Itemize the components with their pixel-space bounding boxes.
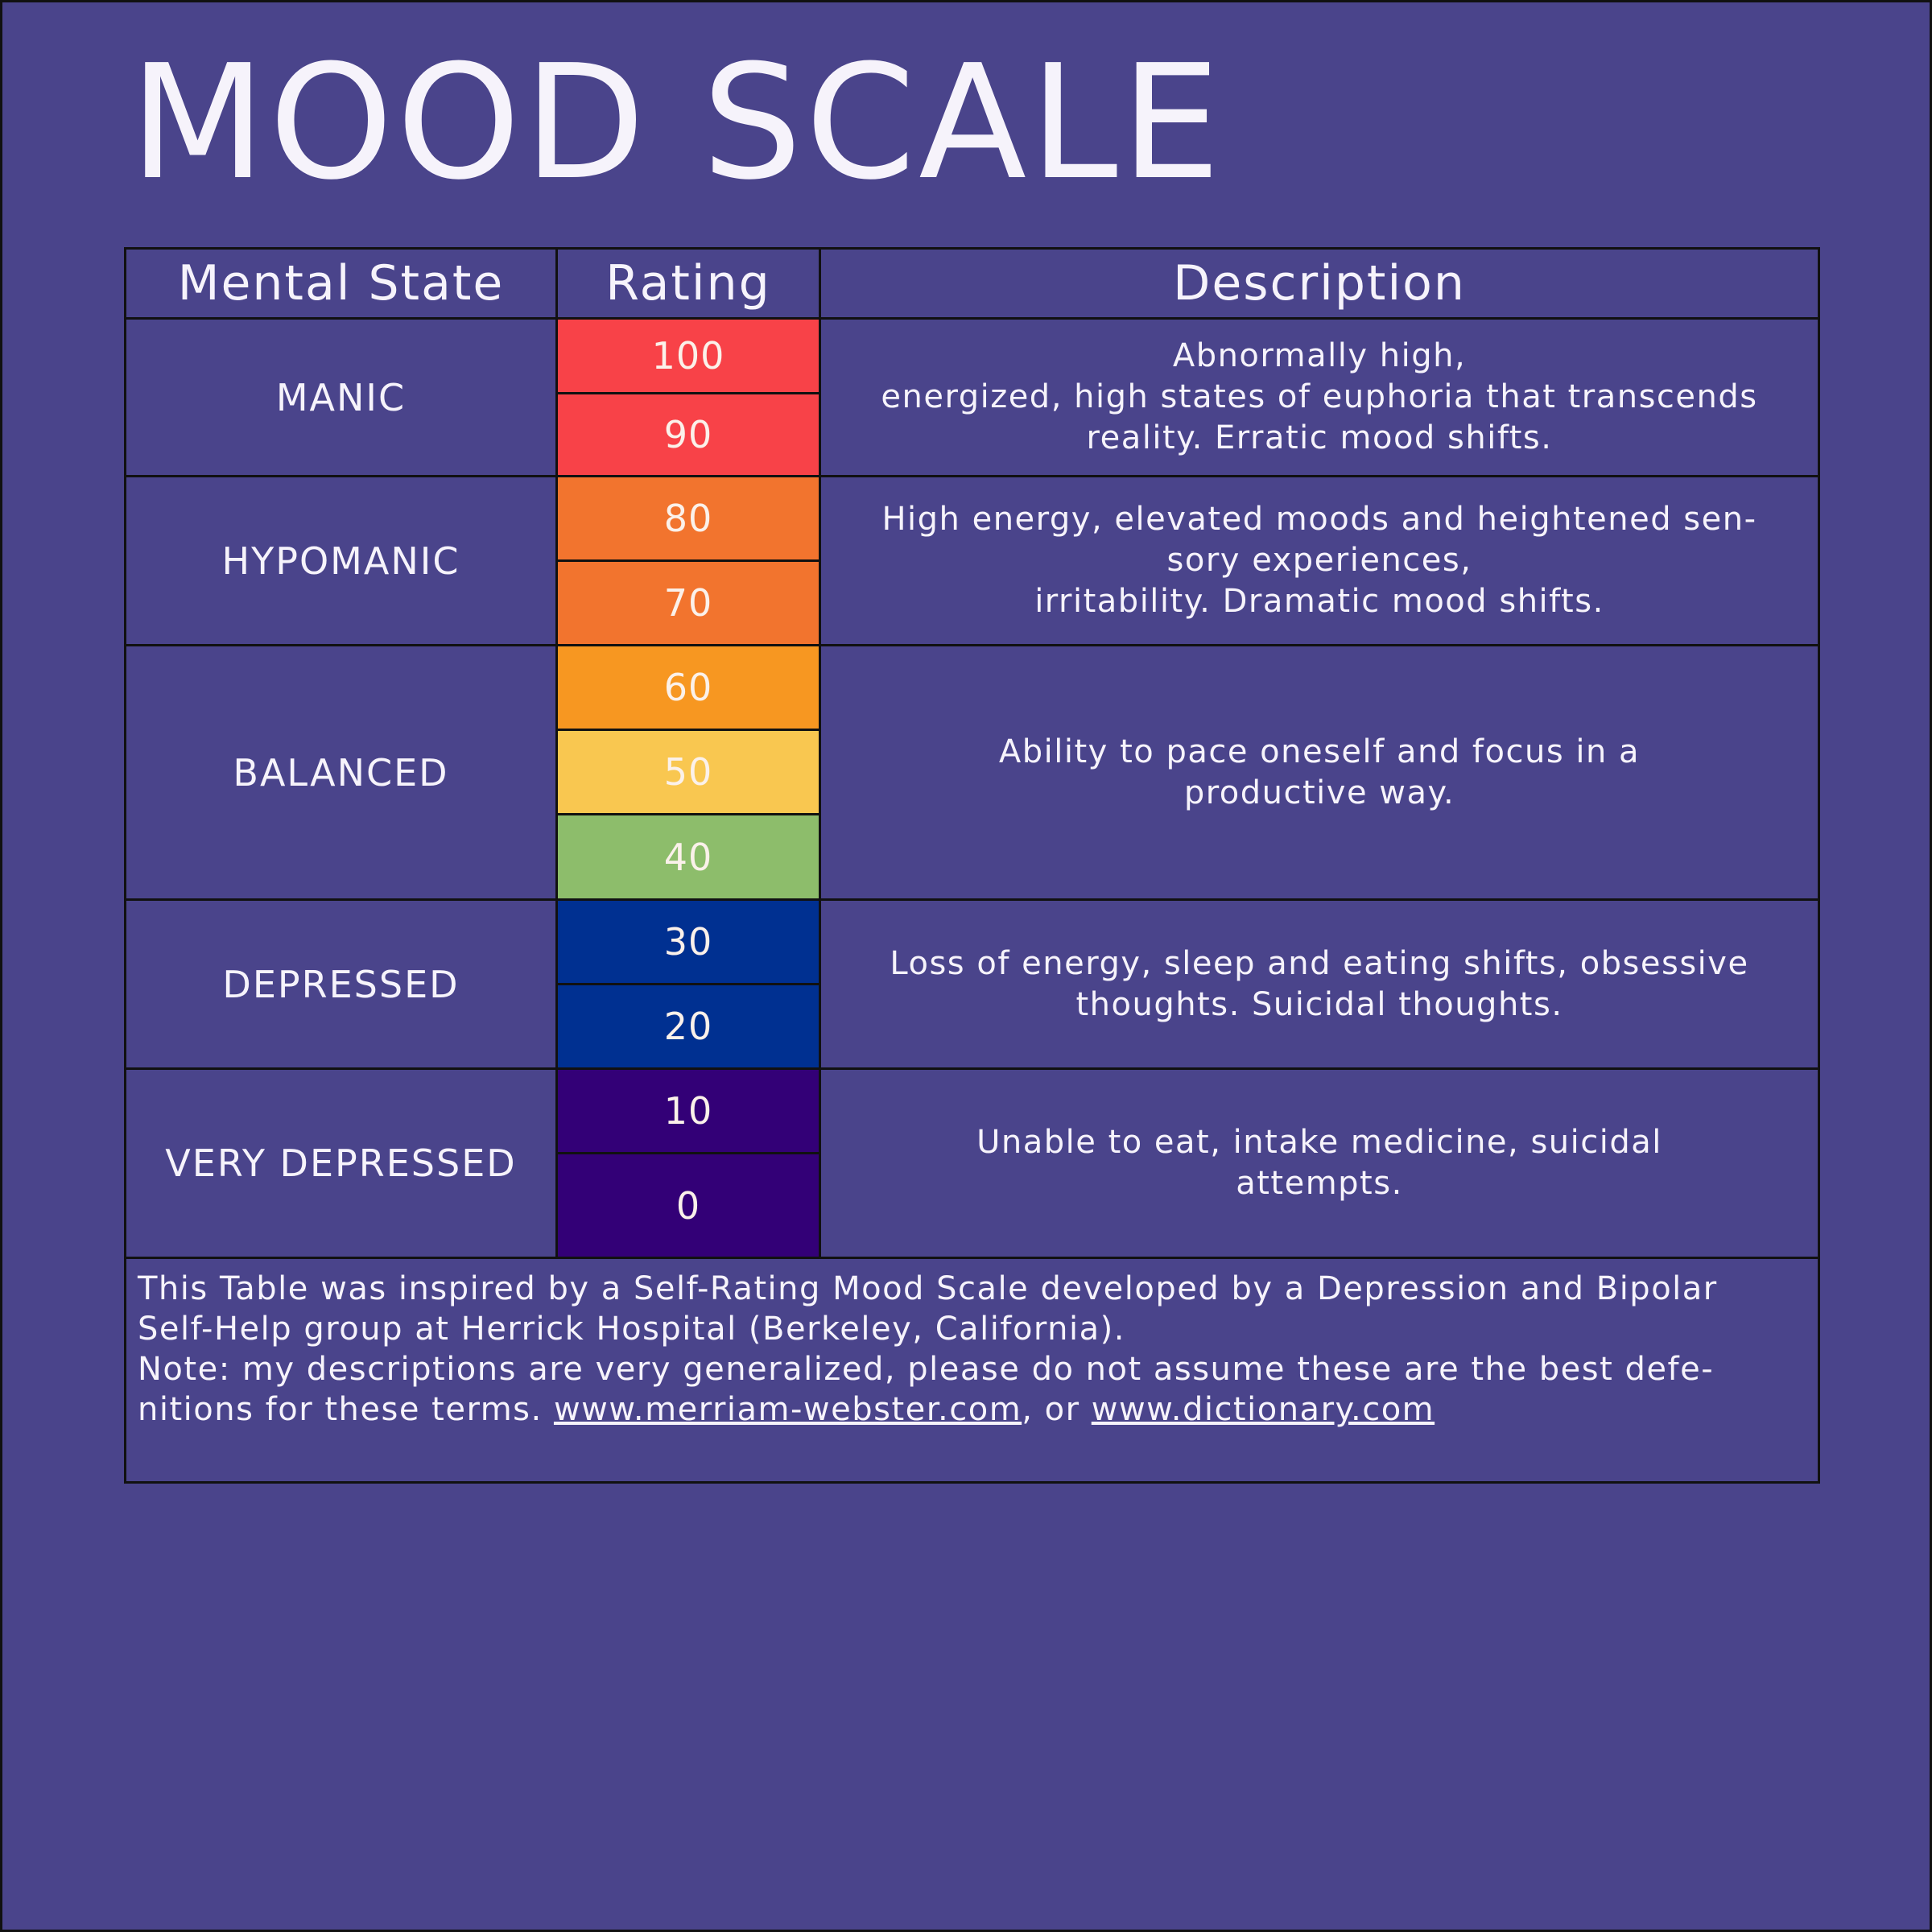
table-row-manic: MANIC 100 Abnormally high, energized, hi… xyxy=(124,317,1820,477)
rating-40: 40 xyxy=(555,813,821,901)
rating-80: 80 xyxy=(555,475,821,562)
table-row-depressed: DEPRESSED 30 Loss of energy, sleep and e… xyxy=(124,898,1820,1070)
description-hypomanic: High energy, elevated moods and heighten… xyxy=(819,475,1820,646)
page-title: MOOD SCALE xyxy=(130,31,1224,215)
description-line: Loss of energy, sleep and eating shifts,… xyxy=(890,944,1749,982)
header-mental-state: Mental State xyxy=(124,247,558,320)
rating-60: 60 xyxy=(555,644,821,731)
description-line: sory experiences, xyxy=(1166,542,1472,579)
table-row-depressed-2: 20 xyxy=(126,983,1819,1070)
footer-text: nitions for these terms. xyxy=(138,1391,554,1428)
table-row-balanced: BALANCED 60 Ability to pace oneself and … xyxy=(124,644,1820,901)
footer-line: nitions for these terms. www.merriam-web… xyxy=(138,1389,1806,1430)
table-row-very-depressed-2: 0 xyxy=(126,1152,1819,1259)
dictionary-link[interactable]: www.dictionary.com xyxy=(1091,1391,1435,1428)
description-line: thoughts. Suicidal thoughts. xyxy=(1075,985,1563,1023)
footer-text: This Table was inspired by a Self-Rating… xyxy=(138,1270,1718,1307)
rating-100: 100 xyxy=(555,317,821,394)
table-row-very-depressed: VERY DEPRESSED 10 Unable to eat, intake … xyxy=(124,1067,1820,1259)
description-line: attempts. xyxy=(1236,1165,1403,1202)
table-row-balanced-3: 40 xyxy=(126,813,1819,901)
description-manic: Abnormally high, energized, high states … xyxy=(819,317,1820,477)
table-row-balanced-2: 50 xyxy=(126,729,1819,815)
description-line: irritability. Dramatic mood shifts. xyxy=(1034,583,1604,620)
state-very-depressed: VERY DEPRESSED xyxy=(124,1067,558,1259)
mood-scale-table: Mental State Rating Description MANIC 10… xyxy=(124,247,1820,1484)
state-hypomanic: HYPOMANIC xyxy=(124,475,558,646)
footer-line: Self-Help group at Herrick Hospital (Ber… xyxy=(138,1309,1806,1349)
description-line: Unable to eat, intake medicine, suicidal xyxy=(976,1124,1662,1161)
table-header-row: Mental State Rating Description xyxy=(124,247,1820,320)
table-row-hypomanic: HYPOMANIC 80 High energy, elevated moods… xyxy=(124,475,1820,646)
state-manic: MANIC xyxy=(124,317,558,477)
description-line: Ability to pace oneself and focus in a xyxy=(998,733,1641,770)
description-line: energized, high states of euphoria that … xyxy=(881,378,1758,415)
rating-90: 90 xyxy=(555,392,821,477)
merriam-webster-link[interactable]: www.merriam-webster.com xyxy=(553,1391,1022,1428)
rating-20: 20 xyxy=(555,983,821,1070)
footer-note: This Table was inspired by a Self-Rating… xyxy=(124,1257,1820,1484)
footer-line: Note: my descriptions are very generaliz… xyxy=(138,1349,1806,1389)
description-balanced: Ability to pace oneself and focus in a p… xyxy=(819,644,1820,901)
table-row-hypomanic-2: 70 xyxy=(126,559,1819,646)
footer-text: Note: my descriptions are very generaliz… xyxy=(138,1351,1715,1388)
rating-10: 10 xyxy=(555,1067,821,1154)
description-very-depressed: Unable to eat, intake medicine, suicidal… xyxy=(819,1067,1820,1259)
description-line: productive way. xyxy=(1183,774,1455,811)
description-line: Abnormally high, xyxy=(1172,337,1467,374)
rating-30: 30 xyxy=(555,898,821,985)
description-depressed: Loss of energy, sleep and eating shifts,… xyxy=(819,898,1820,1070)
header-rating: Rating xyxy=(555,247,821,320)
state-depressed: DEPRESSED xyxy=(124,898,558,1070)
footer-text: Self-Help group at Herrick Hospital (Ber… xyxy=(138,1311,1125,1348)
state-balanced: BALANCED xyxy=(124,644,558,901)
footer-text: , or xyxy=(1022,1391,1092,1428)
description-line: High energy, elevated moods and heighten… xyxy=(881,501,1757,538)
rating-50: 50 xyxy=(555,729,821,815)
header-description: Description xyxy=(819,247,1820,320)
description-line: reality. Erratic mood shifts. xyxy=(1086,419,1553,456)
table-footer-row: This Table was inspired by a Self-Rating… xyxy=(124,1257,1820,1484)
table-row-manic-2: 90 xyxy=(126,392,1819,477)
rating-70: 70 xyxy=(555,559,821,646)
rating-0: 0 xyxy=(555,1152,821,1259)
footer-line: This Table was inspired by a Self-Rating… xyxy=(138,1269,1806,1309)
